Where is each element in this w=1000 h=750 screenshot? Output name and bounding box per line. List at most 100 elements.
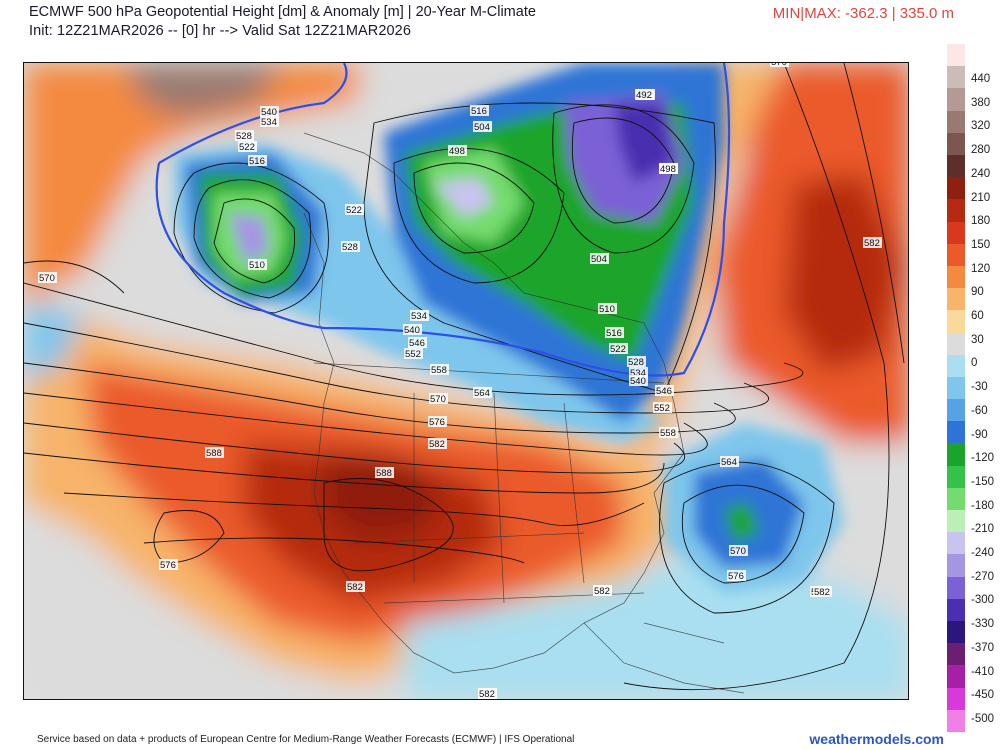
contour-label-bg (770, 63, 789, 67)
colorbar-swatch (947, 354, 965, 378)
contour-label: 582 (429, 439, 445, 450)
colorbar-tick-label: 60 (971, 310, 984, 323)
colorbar-swatch (947, 665, 965, 689)
contour-label: 582 (594, 586, 610, 597)
contour-label: 570 (730, 546, 746, 557)
contour-label: 564 (474, 388, 490, 399)
contour-label: 576 (728, 571, 744, 582)
colorbar-swatch (947, 310, 965, 333)
contour-label: 570 (39, 273, 55, 284)
colorbar-tick-label: -410 (971, 665, 995, 678)
contour-label: 588 (206, 448, 222, 459)
contour-label-bg (159, 559, 178, 570)
colorbar-tick-label: -370 (971, 641, 995, 654)
contour-label-bg (593, 585, 612, 596)
contour-label-bg (863, 237, 882, 248)
colorbar-swatch (947, 399, 965, 422)
contour-label-bg (235, 130, 254, 141)
colorbar-swatch (947, 221, 965, 245)
contour-label-bg (408, 337, 427, 348)
contour-label-bg (629, 367, 648, 378)
colorbar-swatch (947, 687, 965, 711)
contour-label: 504 (474, 122, 490, 133)
contour-label: 534 (261, 117, 277, 128)
contour-label-bg (430, 364, 449, 375)
colorbar-tick-label: -210 (971, 523, 995, 536)
colorbar-tick-label: -450 (971, 689, 995, 702)
contour-label-bg (403, 324, 422, 335)
contour-label-bg (659, 427, 678, 438)
colorbar-tick-label: 320 (971, 120, 991, 133)
contour-label: 492 (636, 90, 652, 101)
colorbar-swatch (947, 154, 965, 178)
contour-label-bg (720, 456, 739, 467)
contour-label-bg (260, 106, 279, 117)
contour-label-bg (341, 241, 360, 252)
brand-link[interactable]: weathermodels.com (809, 731, 944, 747)
contour-540-line (155, 63, 731, 377)
colorbar-tick-label: -300 (971, 594, 995, 607)
colorbar-swatch (947, 177, 965, 200)
contour-label: 528 (628, 357, 644, 368)
contour-label: 582 (347, 582, 363, 593)
colorbar-swatch (947, 621, 965, 644)
contour-label-bg (205, 447, 224, 458)
contour-label-bg (473, 387, 492, 398)
contour-label: 510 (599, 304, 615, 315)
contour-label: 570 (771, 63, 787, 68)
minmax-readout: MIN|MAX: -362.3 | 335.0 m (772, 5, 954, 22)
contour-label: 582 (479, 689, 495, 700)
colorbar-tick-label: -500 (971, 713, 995, 725)
contour-label: 570 (430, 394, 446, 405)
contour-label-bg (813, 586, 832, 597)
contour-label: 582 (814, 587, 830, 598)
contour-label: 582 (864, 238, 880, 249)
contour-label-bg (473, 121, 492, 132)
contour-label-bg (428, 416, 447, 427)
contour-label-bg (410, 310, 429, 321)
contour-label: 522 (610, 344, 626, 355)
contour-label-bg (429, 393, 448, 404)
contour-label-bg (345, 204, 364, 215)
colorbar-tick-label: -90 (971, 428, 988, 441)
contour-label: 588 (376, 468, 392, 479)
contour-label-bg (605, 327, 624, 338)
contour-label: 546 (409, 338, 425, 349)
colorbar-tick-label: 180 (971, 215, 991, 228)
contour-label: 564 (721, 457, 737, 468)
colorbar-swatch (947, 88, 965, 112)
colorbar-swatch (947, 709, 965, 733)
contour-label: 540 (261, 107, 277, 118)
geopotential-anomaly-map: 5405345285225165105225285345405465525585… (24, 63, 908, 700)
colorbar-swatch (947, 643, 965, 666)
contour-label: 552 (405, 349, 421, 360)
contour-label: 546 (656, 386, 672, 397)
colorbar-tick-label: -60 (971, 404, 988, 417)
contour-label: 576 (429, 417, 445, 428)
colorbar-tick-label: -150 (971, 475, 995, 488)
contour-label-bg (659, 163, 678, 174)
map-panel: 540 534 528 522 516 510 522 528 534 540 546 552 558 5… (23, 62, 909, 700)
contour-label: 498 (449, 146, 465, 157)
contour-label: 504 (591, 254, 607, 265)
chart-subtitle: Init: 12Z21MAR2026 -- [0] hr --> Valid S… (29, 23, 412, 39)
colorbar-swatch (947, 465, 965, 489)
contour-label-bg (248, 155, 267, 166)
contour-label: 522 (239, 142, 255, 153)
colorbar-tick-label: -270 (971, 570, 995, 583)
colorbar-tick-label: 210 (971, 191, 991, 204)
contour-label-bg (598, 303, 617, 314)
colorbar-tick-label: 280 (971, 144, 991, 157)
colorbar-swatch (947, 288, 965, 311)
contour-label-bg (653, 402, 672, 413)
contour-label-bg (629, 375, 648, 386)
colorbar-tick-label: -120 (971, 452, 995, 465)
contour-label-bg (627, 356, 646, 367)
colorbar-swatch (947, 332, 965, 356)
colorbar-tick-label: 150 (971, 238, 991, 251)
contour-label-bg (635, 89, 654, 100)
contour-labels: 5405345285225165105225285345405465525585… (38, 63, 882, 700)
contour-label-bg (428, 438, 447, 449)
data-credit: Service based on data + products of Euro… (37, 734, 575, 745)
contour-label: 558 (660, 428, 676, 439)
